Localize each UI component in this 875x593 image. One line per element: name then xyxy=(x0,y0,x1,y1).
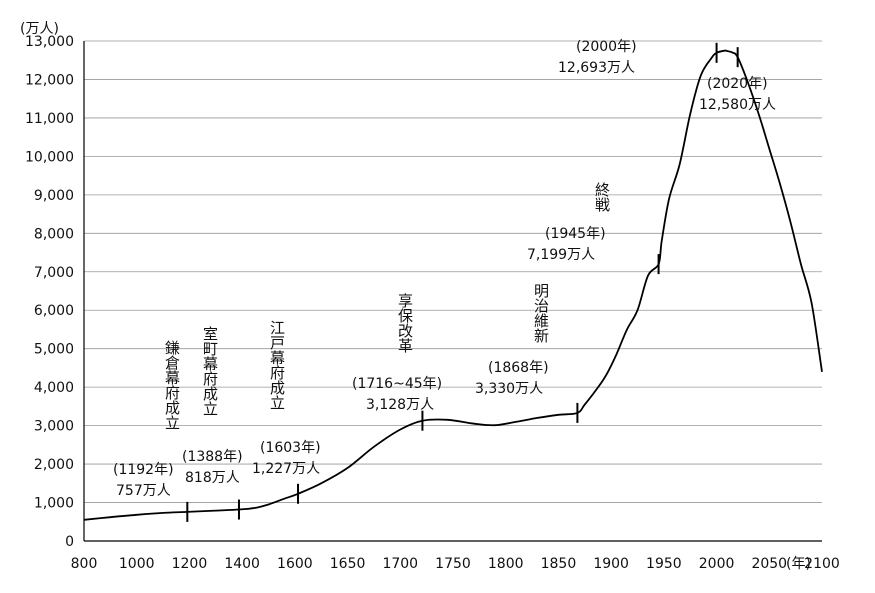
annotation-y2020-value: 12,580万人 xyxy=(699,97,776,113)
grid-lines xyxy=(84,40,822,503)
annotation-kamakura-value: 757万人 xyxy=(116,483,171,499)
annotation-y2020: (2020年) 12,580万人 xyxy=(699,76,776,113)
annotation-shusen-value: 7,199万人 xyxy=(527,247,595,263)
annotation-shusen-year: (1945年) xyxy=(545,226,606,242)
y-axis-unit-label: (万人) xyxy=(20,21,59,37)
x-tick-label: 1400 xyxy=(224,556,260,572)
annotation-edo-event: 江戸幕府成立 xyxy=(268,320,286,410)
x-tick-label: 1650 xyxy=(330,556,366,572)
x-tick-label: 1600 xyxy=(277,556,313,572)
annotation-kyoho-value: 3,128万人 xyxy=(366,397,434,413)
y-tick-label: 2,000 xyxy=(34,457,74,473)
x-tick-label: 2050 xyxy=(751,556,787,572)
annotation-edo: (1603年) 1,227万人 江戸幕府成立 xyxy=(252,320,321,477)
annotation-kamakura-year: (1192年) xyxy=(113,462,174,478)
annotation-kyoho-event: 享保改革 xyxy=(396,293,414,353)
x-tick-label: 1750 xyxy=(435,556,471,572)
y-tick-label: 8,000 xyxy=(34,226,74,242)
y-tick-label: 3,000 xyxy=(34,419,74,435)
y-tick-label: 1,000 xyxy=(34,496,74,512)
annotation-edo-value: 1,227万人 xyxy=(252,461,320,477)
annotation-muromachi-year: (1388年) xyxy=(182,449,243,465)
y-tick-label: 7,000 xyxy=(34,265,74,281)
annotation-meiji: (1868年) 3,330万人 明治維新 xyxy=(475,283,550,397)
x-axis-unit-label: (年) xyxy=(786,556,811,572)
annotation-y2000-value: 12,693万人 xyxy=(558,60,635,76)
x-tick-label: 2100 xyxy=(804,556,840,572)
y-tick-label: 12,000 xyxy=(25,72,74,88)
annotation-meiji-event: 明治維新 xyxy=(532,283,550,344)
x-tick-label: 2000 xyxy=(699,556,735,572)
annotation-kyoho: (1716~45年) 3,128万人 享保改革 xyxy=(352,293,442,413)
x-tick-label: 1000 xyxy=(119,556,155,572)
annotation-y2020-year: (2020年) xyxy=(707,76,768,92)
x-tick-label: 1900 xyxy=(593,556,629,572)
y-tick-label: 0 xyxy=(65,534,74,550)
y-tick-label: 10,000 xyxy=(25,149,74,165)
annotation-muromachi: (1388年) 818万人 室町幕府成立 xyxy=(182,326,243,486)
y-tick-label: 13,000 xyxy=(25,34,74,50)
y-tick-label: 6,000 xyxy=(34,303,74,319)
annotation-muromachi-event: 室町幕府成立 xyxy=(201,326,219,416)
annotation-meiji-value: 3,330万人 xyxy=(475,381,543,397)
y-tick-label: 11,000 xyxy=(25,111,74,127)
annotation-muromachi-value: 818万人 xyxy=(185,470,240,486)
annotation-kamakura-event: 鎌倉幕府成立 xyxy=(163,340,181,430)
y-tick-label: 9,000 xyxy=(34,188,74,204)
y-tick-label: 4,000 xyxy=(34,380,74,396)
annotation-shusen-event: 終戦 xyxy=(593,182,611,213)
x-axis-ticks: 800 1000 1200 1400 1600 1650 1700 1750 1800 1850 1… xyxy=(71,556,840,572)
annotation-meiji-year: (1868年) xyxy=(488,360,549,376)
annotation-kyoho-year: (1716~45年) xyxy=(352,376,442,392)
annotation-y2000-year: (2000年) xyxy=(576,39,637,55)
x-tick-label: 800 xyxy=(71,556,98,572)
annotation-kamakura: (1192年) 757万人 鎌倉幕府成立 xyxy=(113,340,181,499)
x-tick-label: 1200 xyxy=(172,556,208,572)
y-tick-label: 5,000 xyxy=(34,342,74,358)
x-tick-label: 1800 xyxy=(488,556,524,572)
x-tick-label: 1700 xyxy=(382,556,418,572)
x-tick-label: 1850 xyxy=(541,556,577,572)
annotation-y2000: (2000年) 12,693万人 xyxy=(558,39,637,76)
annotation-shusen: (1945年) 7,199万人 終戦 xyxy=(527,182,611,263)
x-tick-label: 1950 xyxy=(646,556,682,572)
event-markers xyxy=(186,42,739,522)
annotation-edo-year: (1603年) xyxy=(260,440,321,456)
y-axis-ticks: 0 1,000 2,000 3,000 4,000 5,000 6,000 7,000 8,00… xyxy=(25,34,74,550)
